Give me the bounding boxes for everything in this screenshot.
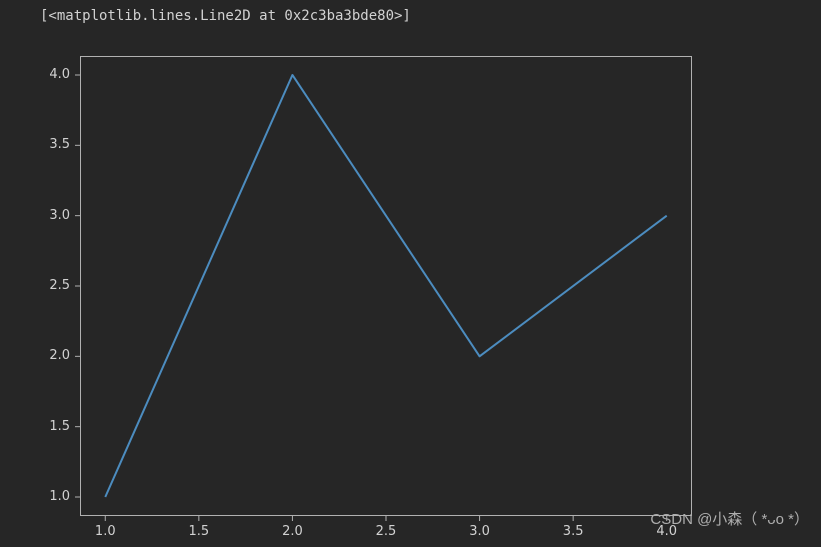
x-tick-label: 2.0 (277, 524, 307, 539)
y-tick-label: 1.0 (38, 489, 70, 504)
x-tick-label: 1.5 (184, 524, 214, 539)
x-tick-label: 2.5 (371, 524, 401, 539)
y-tick-label: 2.0 (38, 348, 70, 363)
y-tick-label: 2.5 (38, 278, 70, 293)
plot-area-rect (81, 57, 692, 516)
x-tick-label: 3.5 (558, 524, 588, 539)
x-tick-label: 3.0 (465, 524, 495, 539)
y-tick-label: 1.5 (38, 419, 70, 434)
y-tick-label: 3.5 (38, 137, 70, 152)
repl-output-text: [<matplotlib.lines.Line2D at 0x2c3ba3bde… (40, 8, 411, 24)
y-tick-label: 4.0 (38, 67, 70, 82)
line-chart (80, 56, 692, 516)
x-tick-label: 1.0 (90, 524, 120, 539)
page-root: [<matplotlib.lines.Line2D at 0x2c3ba3bde… (0, 0, 821, 547)
chart-svg (80, 56, 692, 516)
y-tick-label: 3.0 (38, 208, 70, 223)
x-tick-label: 4.0 (652, 524, 682, 539)
